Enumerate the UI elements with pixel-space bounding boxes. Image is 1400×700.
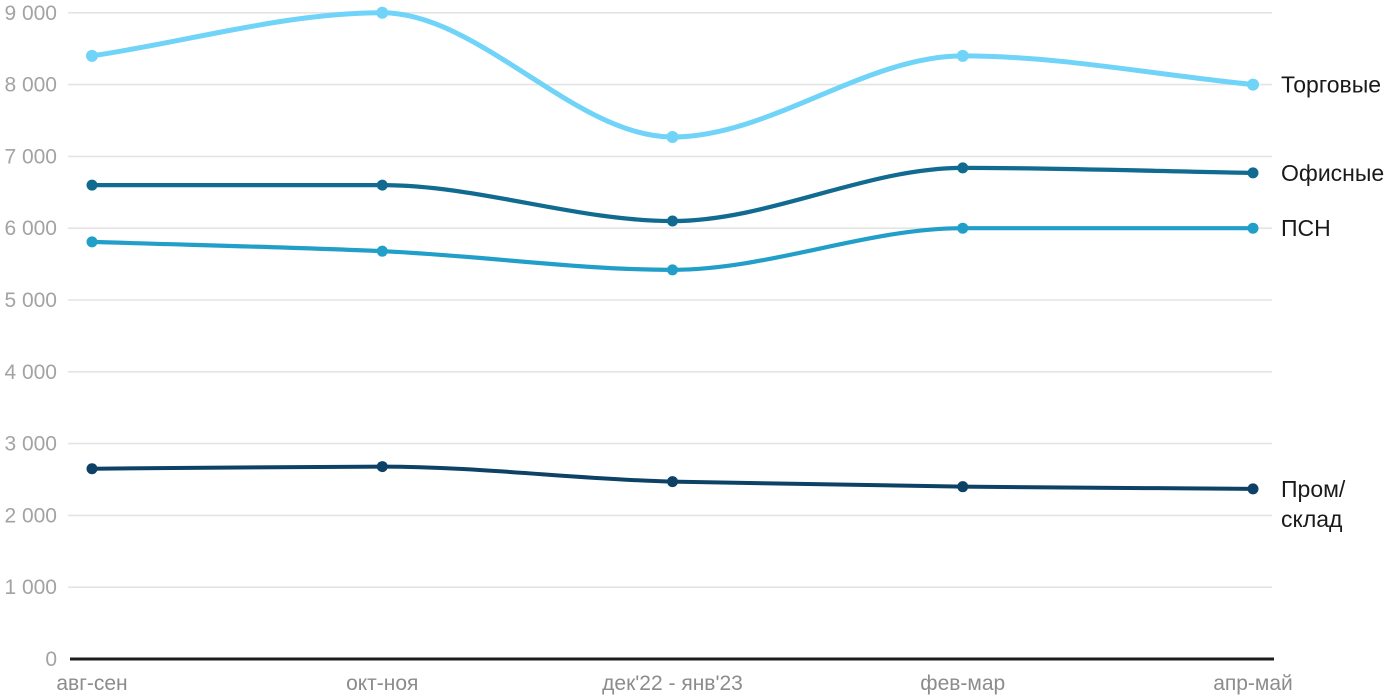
series-point: [376, 6, 389, 19]
series: Офисные: [86, 160, 1384, 227]
series-point: [376, 461, 388, 473]
series-point: [376, 245, 388, 257]
series-point: [957, 481, 969, 493]
series-point: [666, 131, 679, 144]
x-tick-label: фев-мар: [920, 672, 1005, 695]
series-point: [86, 236, 98, 248]
x-tick-label: авг-сен: [56, 672, 127, 695]
x-axis-tick-labels: авг-сен окт-ноя дек'22 - янв'23 фев-мар апр-…: [56, 672, 1292, 695]
y-tick-label: 7 000: [4, 145, 57, 168]
series-line: [89, 165, 1256, 224]
series-point: [956, 49, 969, 62]
series-label: ПСН: [1281, 215, 1331, 241]
series-point: [1247, 483, 1259, 495]
series-label: склад: [1281, 506, 1343, 532]
series-point: [376, 179, 388, 191]
series-point: [86, 179, 98, 191]
series: ПСН: [86, 215, 1331, 276]
x-tick-label: окт-ноя: [346, 672, 418, 695]
series-label: Офисные: [1281, 160, 1384, 186]
series-point: [1247, 78, 1259, 91]
series-line: [89, 226, 1256, 272]
series-point: [957, 162, 969, 174]
y-axis-tick-labels: 0 1 000 2 000 3 000 4 000 5 000 6 000 7 000 8 00…: [4, 2, 57, 671]
series-point: [667, 264, 678, 276]
series: Пром/склад: [86, 461, 1346, 532]
y-tick-label: 6 000: [4, 217, 57, 240]
y-tick-label: 4 000: [4, 361, 57, 384]
y-tick-label: 9 000: [4, 2, 57, 25]
series-point: [86, 49, 98, 62]
series: Торговые: [86, 6, 1381, 144]
series-point: [667, 215, 678, 227]
series-point: [86, 463, 98, 475]
series-point: [1247, 222, 1259, 234]
y-tick-label: 3 000: [4, 433, 57, 456]
y-tick-label: 2 000: [4, 504, 57, 527]
y-tick-label: 8 000: [4, 74, 57, 97]
series-point: [1247, 167, 1259, 179]
series-point: [667, 476, 678, 488]
gridlines: [68, 12, 1272, 589]
series-line: [89, 10, 1256, 140]
y-tick-label: 0: [45, 648, 57, 671]
series-label: Торговые: [1281, 72, 1381, 98]
x-tick-label: апр-май: [1213, 672, 1293, 695]
y-tick-label: 5 000: [4, 289, 57, 312]
y-tick-label: 1 000: [4, 576, 57, 599]
series-label: Пром/: [1281, 476, 1346, 502]
x-tick-label: дек'22 - янв'23: [602, 672, 743, 695]
series-point: [957, 222, 969, 234]
